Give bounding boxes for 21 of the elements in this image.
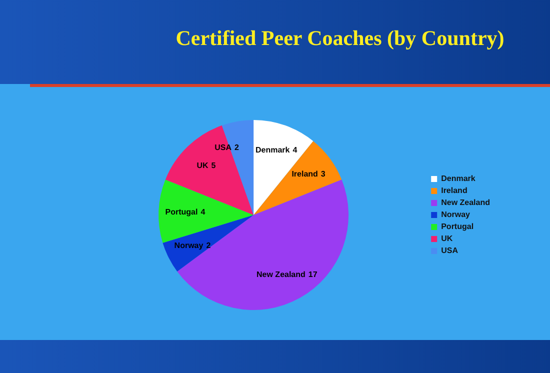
data-label: 2 [206, 240, 212, 250]
data-label: 17 [308, 270, 318, 279]
legend-label: New Zealand [441, 198, 490, 208]
data-label: 4 [200, 207, 206, 216]
legend-label: Ireland [441, 186, 468, 196]
data-label: 4 [292, 146, 298, 155]
legend-label: USA [441, 246, 458, 256]
slice-label: UK [196, 160, 208, 170]
slice-label: New Zealand [256, 270, 306, 279]
chart-title: Certified Peer Coaches (by Country) [174, 26, 506, 51]
slice-label: Denmark [255, 146, 290, 155]
legend-label: Portugal [441, 222, 474, 232]
legend-label: Norway [441, 210, 471, 220]
data-label: 5 [211, 160, 216, 170]
legend-label: Denmark [441, 174, 476, 184]
slice-label: Portugal [165, 207, 198, 216]
slice-label: Norway [174, 240, 204, 250]
slice-label: Ireland [292, 170, 318, 179]
data-label: 2 [234, 142, 240, 152]
legend-label: UK [441, 234, 453, 244]
data-label: 3 [320, 170, 326, 179]
